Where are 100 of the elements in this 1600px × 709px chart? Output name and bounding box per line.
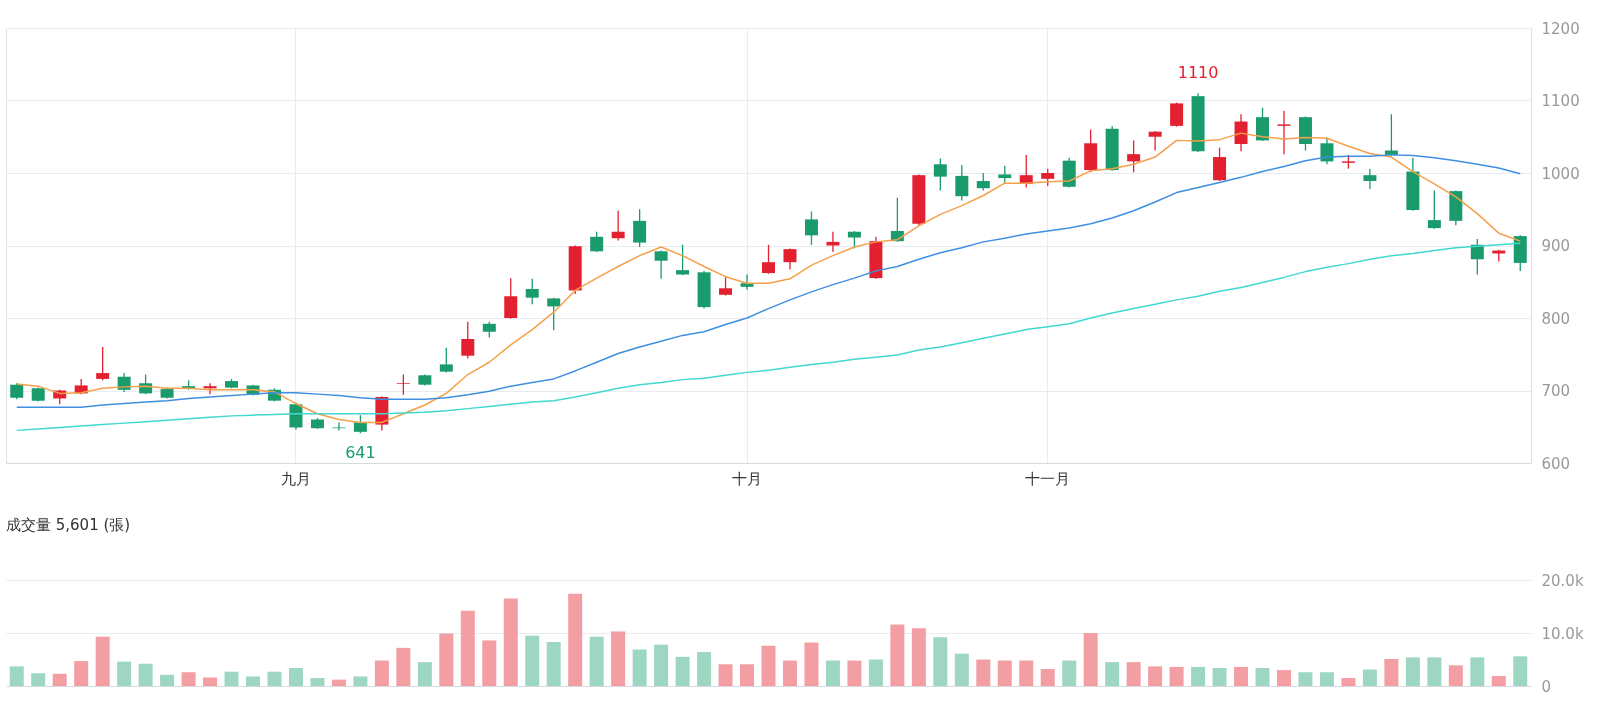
candlestick xyxy=(826,231,840,253)
candlestick xyxy=(804,210,818,246)
candlestick xyxy=(1256,107,1270,142)
bar xyxy=(482,640,497,686)
candlestick xyxy=(719,275,733,297)
bar xyxy=(1019,660,1034,686)
y-tick-label: 1000 xyxy=(1541,164,1580,183)
bar xyxy=(697,652,712,686)
bar xyxy=(1470,657,1485,686)
candlestick xyxy=(96,346,110,381)
bar xyxy=(417,662,432,686)
candlestick xyxy=(461,320,475,360)
bar xyxy=(353,676,368,686)
candlestick xyxy=(547,297,561,331)
bar xyxy=(632,649,647,686)
candlestick xyxy=(1427,189,1441,230)
candlestick xyxy=(332,421,346,432)
bar xyxy=(1126,662,1141,686)
bar xyxy=(95,636,110,686)
candlestick xyxy=(654,249,668,280)
candlestick xyxy=(203,382,217,395)
candlestick xyxy=(1277,110,1291,155)
candlestick xyxy=(1234,113,1248,152)
candlestick xyxy=(611,210,625,242)
bar xyxy=(611,631,626,686)
bar xyxy=(675,656,690,686)
bar xyxy=(288,667,303,686)
bar xyxy=(1191,666,1206,686)
bar xyxy=(1169,666,1184,686)
y-tick-label: 1200 xyxy=(1541,19,1580,38)
candlestick xyxy=(504,277,518,320)
bar xyxy=(267,671,282,686)
bar xyxy=(1513,656,1528,686)
bar xyxy=(911,628,926,686)
bar xyxy=(1234,666,1249,686)
bar xyxy=(654,644,669,686)
bar xyxy=(74,661,89,686)
candlestick xyxy=(289,402,303,431)
candlestick xyxy=(353,414,367,434)
bar xyxy=(1105,662,1120,686)
bar xyxy=(503,598,518,686)
bar xyxy=(1319,672,1334,686)
bar xyxy=(460,610,475,686)
candlestick xyxy=(1148,130,1162,152)
bar xyxy=(203,677,218,686)
y-tick-label: 1100 xyxy=(1541,92,1580,110)
bar xyxy=(1148,666,1163,686)
bar xyxy=(1062,660,1077,686)
candlestick xyxy=(525,278,539,305)
bar xyxy=(52,673,67,686)
candlestick xyxy=(633,208,647,248)
bar xyxy=(1448,665,1463,686)
bar xyxy=(117,661,132,686)
bar xyxy=(1255,667,1270,686)
bar xyxy=(1362,669,1377,686)
candlestick xyxy=(590,231,604,253)
bar xyxy=(761,645,776,686)
bar xyxy=(1083,633,1098,686)
bar xyxy=(782,660,797,686)
bar xyxy=(160,674,175,686)
bar xyxy=(546,642,561,686)
bar xyxy=(1212,667,1227,686)
bar xyxy=(933,637,948,686)
annotation: 641 xyxy=(345,443,376,463)
bar xyxy=(181,672,196,686)
bar xyxy=(374,660,389,686)
bar xyxy=(331,679,346,686)
bar xyxy=(1405,657,1420,686)
bar xyxy=(847,660,862,686)
candlestick xyxy=(1213,146,1227,182)
bar xyxy=(1298,672,1313,686)
bar xyxy=(868,659,883,686)
x-tick-label: 十月 xyxy=(732,469,763,488)
candlestick xyxy=(933,157,947,192)
candlestick xyxy=(439,347,453,374)
candlestick xyxy=(955,164,969,202)
chart-title: 成交量 5,601 (張) xyxy=(6,516,131,534)
bar xyxy=(31,673,46,686)
y-tick-label: 900 xyxy=(1541,237,1571,255)
bar xyxy=(525,635,540,686)
annotation: 1110 xyxy=(1177,63,1219,83)
bar xyxy=(1427,657,1442,686)
y-tick-label: 10.0k xyxy=(1541,624,1584,643)
x-tick-label: 十一月 xyxy=(1025,469,1071,488)
bar xyxy=(9,666,24,686)
bar xyxy=(568,593,583,686)
y-tick-label: 700 xyxy=(1541,382,1571,400)
candlestick xyxy=(396,373,410,396)
bar xyxy=(246,676,261,686)
candlestick xyxy=(1127,139,1141,173)
bar xyxy=(439,633,454,686)
bar xyxy=(1341,678,1356,686)
bar xyxy=(976,659,991,686)
bar xyxy=(890,624,905,686)
bar xyxy=(825,660,840,686)
y-tick-label: 0 xyxy=(1541,677,1552,696)
bar xyxy=(740,664,755,686)
bar xyxy=(1384,658,1399,686)
bar xyxy=(589,636,604,686)
candlestick xyxy=(676,244,690,276)
